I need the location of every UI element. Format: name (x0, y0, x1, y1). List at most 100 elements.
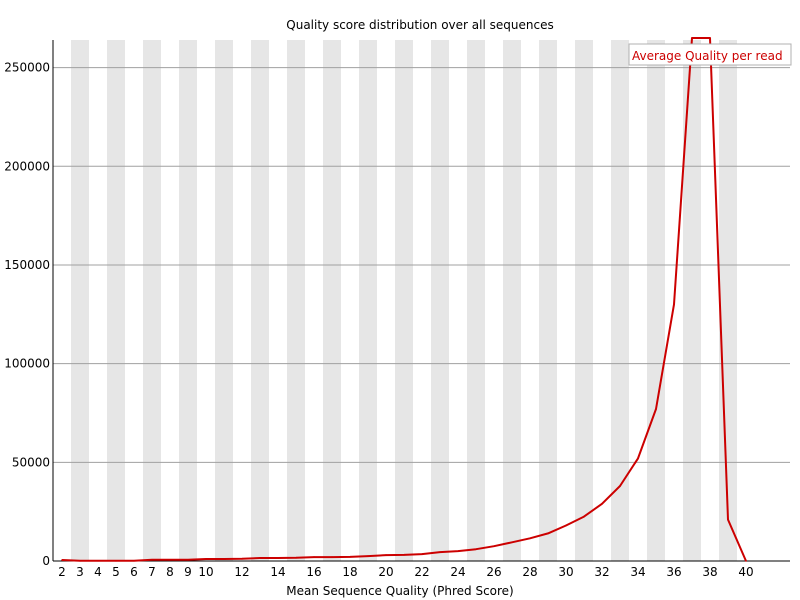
data-point (475, 548, 477, 550)
band-stripe (683, 40, 701, 561)
data-point (457, 550, 459, 552)
data-point (655, 408, 657, 410)
data-point (97, 560, 99, 562)
x-tick-label: 2 (58, 565, 66, 579)
data-point (277, 557, 279, 559)
legend: Average Quality per read (628, 43, 792, 66)
x-tick-label: 28 (522, 565, 537, 579)
x-tick-label: 36 (666, 565, 681, 579)
x-tick-label: 9 (184, 565, 192, 579)
band-stripe (215, 40, 233, 561)
y-tick-label: 50000 (12, 455, 50, 469)
chart-axes (52, 40, 790, 562)
series-layer (61, 37, 747, 562)
data-point (295, 557, 297, 559)
band-stripe (395, 40, 413, 561)
band-stripe (539, 40, 557, 561)
band-stripe (323, 40, 341, 561)
data-point (259, 557, 261, 559)
legend-box (628, 43, 792, 66)
y-tick-label: 200000 (4, 159, 50, 173)
band-stripe (647, 40, 665, 561)
band-stripe (287, 40, 305, 561)
band-stripe (251, 40, 269, 561)
data-point (313, 556, 315, 558)
y-tick-label: 250000 (4, 61, 50, 75)
band-stripe (71, 40, 89, 561)
y-tick-labels: 0 50000 100000 150000 200000 250000 (4, 61, 50, 568)
x-tick-label: 12 (234, 565, 249, 579)
band-stripe (179, 40, 197, 561)
x-tick-labels: 2 3 4 5 6 7 8 9 10 12 14 16 18 20 22 24 26 28 30 32 34 36 38 40 (58, 565, 753, 579)
x-tick-label: 5 (112, 565, 120, 579)
x-tick-label: 7 (148, 565, 156, 579)
data-point (709, 37, 711, 39)
data-point (493, 545, 495, 547)
horizontal-gridlines (53, 67, 790, 463)
data-point (637, 457, 639, 460)
data-point (151, 559, 153, 561)
data-point (529, 537, 531, 540)
x-tick-label: 3 (76, 565, 84, 579)
x-tick-label: 10 (198, 565, 213, 579)
band-stripe (575, 40, 593, 561)
data-point (115, 560, 117, 562)
chart-title: Quality score distribution over all sequ… (286, 18, 553, 32)
data-point (169, 559, 171, 561)
x-tick-label: 20 (378, 565, 393, 579)
y-tick-label: 150000 (4, 258, 50, 272)
data-point (133, 560, 135, 562)
x-tick-label: 16 (306, 565, 321, 579)
band-stripe (107, 40, 125, 561)
x-tick-label: 24 (450, 565, 465, 579)
x-tick-label: 32 (594, 565, 609, 579)
data-point (601, 502, 603, 505)
data-point (511, 541, 513, 544)
x-axis-label: Mean Sequence Quality (Phred Score) (286, 584, 514, 598)
data-point (421, 553, 423, 555)
x-tick-label: 8 (166, 565, 174, 579)
x-tick-label: 14 (270, 565, 285, 579)
x-tick-label: 30 (558, 565, 573, 579)
data-point (331, 556, 333, 558)
alternating-band-stripes (71, 40, 737, 561)
data-point (79, 560, 81, 562)
band-stripe (431, 40, 449, 561)
data-point (439, 551, 441, 553)
band-stripe (467, 40, 485, 561)
data-point (205, 558, 207, 560)
data-point (385, 554, 387, 556)
x-tick-label: 4 (94, 565, 102, 579)
data-point (547, 532, 549, 535)
data-point (619, 485, 621, 487)
x-tick-label: 34 (630, 565, 645, 579)
data-point (367, 555, 369, 557)
band-stripe (611, 40, 629, 561)
band-stripe (143, 40, 161, 561)
data-point (673, 303, 675, 306)
data-point (745, 560, 747, 562)
band-stripe (719, 40, 737, 561)
x-tick-label: 26 (486, 565, 501, 579)
data-point (187, 559, 189, 561)
data-point (241, 558, 243, 560)
y-tick-label: 0 (42, 554, 50, 568)
data-point (403, 554, 405, 556)
x-tick-label: 22 (414, 565, 429, 579)
x-tick-label: 18 (342, 565, 357, 579)
data-point (349, 556, 351, 558)
y-tick-label: 100000 (4, 357, 50, 371)
x-tick-label: 6 (130, 565, 138, 579)
data-point (727, 518, 729, 521)
x-tick-label: 38 (702, 565, 717, 579)
legend-entry-average-quality: Average Quality per read (632, 49, 783, 63)
data-point (61, 559, 63, 561)
band-stripe (359, 40, 377, 561)
data-point (565, 524, 567, 527)
data-point (583, 515, 585, 518)
band-stripe (503, 40, 521, 561)
data-point (691, 37, 693, 39)
data-point (223, 558, 225, 560)
x-tick-label: 40 (738, 565, 753, 579)
